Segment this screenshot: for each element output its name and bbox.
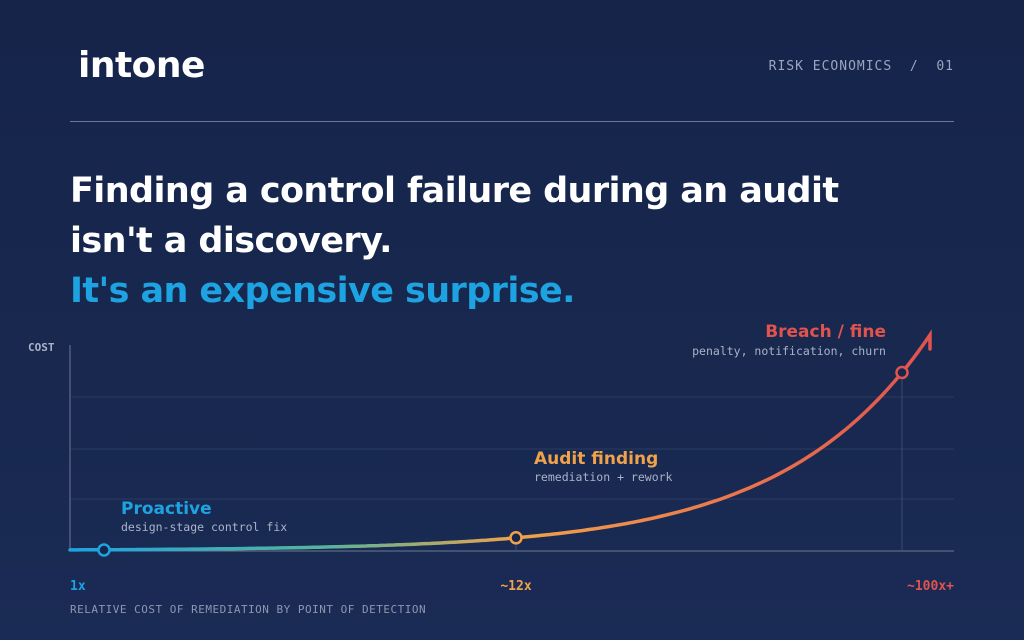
stage-name-1: Proactive <box>121 499 212 519</box>
headline-accent: It's an expensive surprise. <box>70 271 575 311</box>
x-tick-label-3: ~100x+ <box>907 579 954 594</box>
x-tick-label-2: ~12x <box>500 579 531 594</box>
stage-marker-2 <box>509 531 523 545</box>
header-divider <box>70 121 954 122</box>
stage-detail-1: design-stage control fix <box>121 520 287 534</box>
stage-marker-3 <box>895 365 909 380</box>
stage-detail-3: penalty, notification, churn <box>692 344 886 358</box>
x-tick-label-1: 1x <box>70 579 86 594</box>
headline-line-1: Finding a control failure during an audi… <box>70 171 839 211</box>
y-axis-label: COST <box>28 341 55 354</box>
stage-marker-1 <box>97 543 111 557</box>
cost-curve-line <box>68 329 932 552</box>
stage-detail-2: remediation + rework <box>534 470 673 484</box>
intone-logo: intone <box>78 45 205 86</box>
stage-name-2: Audit finding <box>534 449 658 469</box>
headline: Finding a control failure during an audi… <box>70 166 970 316</box>
stage-markers <box>97 365 909 557</box>
headline-line-2: isn't a discovery. <box>70 221 392 261</box>
x-axis-caption: RELATIVE COST OF REMEDIATION BY POINT OF… <box>70 603 426 616</box>
chart-gridlines <box>71 396 954 500</box>
stage-name-3: Breach / fine <box>765 322 886 342</box>
section-label: RISK ECONOMICS / 01 <box>768 59 954 74</box>
x-tick-labels: 1x ~12x ~100x+ <box>70 579 954 594</box>
